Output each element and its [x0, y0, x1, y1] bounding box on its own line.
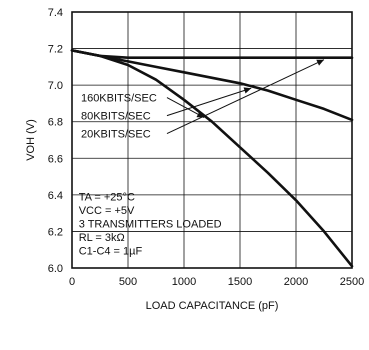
leader-line [166, 97, 205, 119]
series-line [70, 49, 354, 268]
leader-arrowhead [243, 87, 252, 94]
y-axis-label-text: VOH (V) [25, 119, 37, 161]
leader-line [166, 59, 325, 135]
y-tick-label: 7.0 [48, 80, 63, 92]
series-lines [70, 49, 354, 268]
x-axis-ticks: 0 500 1000 1500 2000 2500 [69, 276, 364, 288]
x-tick-label: 2000 [284, 276, 308, 288]
series-line [70, 49, 354, 122]
y-tick-label: 7.4 [48, 7, 63, 19]
x-tick-label: 0 [69, 276, 75, 288]
conditions-annotation: TA = +25°C VCC = +5V3 TRANSMITTERS LOADED… [79, 191, 222, 257]
x-tick-label: 2500 [340, 276, 364, 288]
series-label-leaders [166, 59, 325, 135]
y-tick-label: 6.2 [48, 226, 63, 238]
y-tick-label: 7.2 [48, 44, 63, 56]
leader-arrowhead [316, 59, 324, 66]
x-axis-label: LOAD CAPACITANCE (pF) [146, 300, 279, 312]
condition-text: VCC = +5V [79, 205, 135, 217]
series-labels: 160KBITS/SEC 80KBITS/SEC 20KBITS/SEC [81, 93, 157, 141]
x-tick-label: 1000 [172, 276, 196, 288]
y-tick-label: 6.0 [48, 263, 63, 275]
y-axis-label: VOH (V) [25, 119, 37, 161]
series-label: 80KBITS/SEC [81, 111, 151, 123]
condition-text: 3 TRANSMITTERS LOADED [79, 218, 222, 230]
condition-text: TA = +25°C [79, 191, 135, 203]
condition-text: C1-C4 = 1µF [79, 245, 143, 257]
x-tick-label: 500 [119, 276, 137, 288]
y-tick-label: 6.8 [48, 117, 63, 129]
leader-arrowhead [196, 111, 205, 118]
x-tick-label: 1500 [228, 276, 252, 288]
y-axis-ticks: 6.0 6.2 6.4 6.6 6.8 7.0 7.2 7.4 [48, 7, 63, 275]
series-label: 160KBITS/SEC [81, 93, 157, 105]
leader-line [166, 87, 252, 117]
condition-text: RL = 3kΩ [79, 232, 125, 244]
series-label: 20KBITS/SEC [81, 129, 151, 141]
plot-frame [71, 11, 353, 269]
y-tick-label: 6.4 [48, 190, 63, 202]
series-line [70, 49, 354, 59]
y-tick-label: 6.6 [48, 153, 63, 165]
